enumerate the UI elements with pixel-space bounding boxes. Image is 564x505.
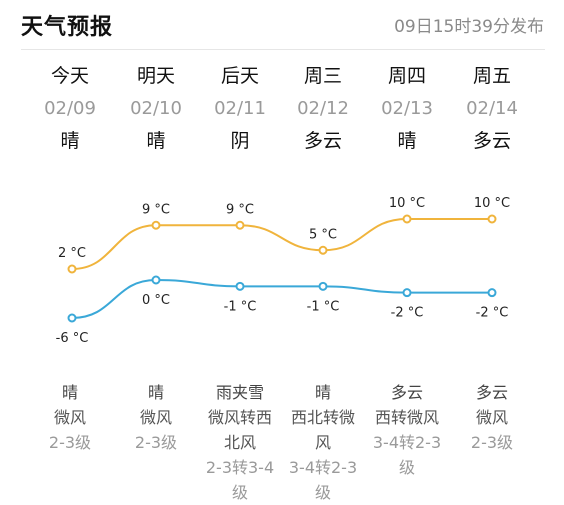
high-temp-point <box>402 214 412 224</box>
low-temp-point <box>402 288 412 298</box>
detail-wind-level: 3-4转2-3 <box>288 458 358 477</box>
forecast-detail: 多云 微风 2-3级 <box>448 380 536 455</box>
day-column[interactable]: 周五 02/14 多云 <box>448 62 536 155</box>
low-temp-line <box>71 278 492 319</box>
detail-wind: 西转微风 <box>374 408 439 427</box>
day-name: 周四 <box>387 65 426 87</box>
high-temp-point <box>151 220 161 230</box>
day-name: 周五 <box>472 65 511 87</box>
day-column[interactable]: 周四 02/13 晴 <box>363 62 451 155</box>
detail-condition: 晴 <box>314 383 331 402</box>
page-title: 天气预报 <box>21 15 114 40</box>
detail-wind-level: 2-3级 <box>48 433 92 452</box>
low-temp-label: -1 °C <box>307 299 340 314</box>
day-name: 今天 <box>50 65 89 87</box>
day-column[interactable]: 后天 02/11 阴 <box>196 62 284 155</box>
forecast-detail: 晴 微风 2-3级 <box>112 380 200 455</box>
high-temp-label: 9 °C <box>142 202 170 217</box>
detail-condition: 晴 <box>61 383 78 402</box>
day-date: 02/12 <box>297 98 349 119</box>
detail-wind: 微风转西 <box>207 408 272 427</box>
detail-condition: 雨夹雪 <box>215 383 264 402</box>
update-time: 09日15时39分发布 <box>394 17 544 37</box>
low-temp-label: -2 °C <box>476 306 509 321</box>
low-temp-point <box>318 281 328 291</box>
detail-wind-level: 级 <box>231 483 248 502</box>
detail-condition: 多云 <box>390 383 423 402</box>
day-condition: 阴 <box>230 130 250 152</box>
high-temp-line <box>71 218 492 270</box>
header: 天气预报 09日15时39分发布 <box>0 0 564 50</box>
detail-wind: 西北转微 <box>290 408 355 427</box>
high-temp-label: 10 °C <box>474 196 510 211</box>
forecast-detail: 晴 微风 2-3级 <box>26 380 114 455</box>
day-condition: 多云 <box>472 130 511 152</box>
detail-wind: 北风 <box>223 433 256 452</box>
day-name: 周三 <box>303 65 342 87</box>
day-column[interactable]: 周三 02/12 多云 <box>279 62 367 155</box>
high-temp-label: 9 °C <box>226 202 254 217</box>
detail-wind: 微风 <box>139 408 172 427</box>
day-date: 02/14 <box>466 98 518 119</box>
low-temp-point <box>67 313 77 323</box>
detail-wind-level: 2-3级 <box>470 433 514 452</box>
low-temp-point <box>235 281 245 291</box>
high-temp-label: 10 °C <box>389 196 425 211</box>
day-date: 02/13 <box>381 98 433 119</box>
forecast-detail: 晴 西北转微 风 3-4转2-3 级 <box>279 380 367 505</box>
day-column[interactable]: 明天 02/10 晴 <box>112 62 200 155</box>
detail-condition: 晴 <box>147 383 164 402</box>
forecast-detail: 雨夹雪 微风转西 北风 2-3转3-4 级 <box>196 380 284 505</box>
detail-condition: 多云 <box>475 383 508 402</box>
day-name: 明天 <box>136 65 175 87</box>
high-temp-label: 5 °C <box>309 227 337 242</box>
detail-wind-level: 2-3级 <box>134 433 178 452</box>
day-condition: 晴 <box>60 130 80 152</box>
high-temp-point <box>318 245 328 255</box>
low-temp-point <box>487 288 497 298</box>
detail-wind: 风 <box>314 433 331 452</box>
temperature-chart: 2 °C 9 °C 9 °C 5 °C 10 °C 10 °C -6 °C 0 °C -1 °C… <box>56 196 510 346</box>
day-condition: 晴 <box>397 130 417 152</box>
low-temp-label: -6 °C <box>56 331 89 346</box>
day-date: 02/11 <box>214 98 266 119</box>
detail-wind-level: 2-3转3-4 <box>205 458 275 477</box>
day-condition: 多云 <box>303 130 342 152</box>
detail-wind: 微风 <box>53 408 86 427</box>
low-temp-label: -2 °C <box>391 306 424 321</box>
high-temp-point <box>487 214 497 224</box>
low-temp-point <box>151 275 161 285</box>
forecast-detail: 多云 西转微风 3-4转2-3 级 <box>363 380 451 480</box>
day-name: 后天 <box>220 65 259 87</box>
high-temp-point <box>67 264 77 274</box>
header-divider <box>21 49 545 50</box>
detail-wind-level: 3-4转2-3 <box>372 433 442 452</box>
day-date: 02/09 <box>44 98 96 119</box>
day-condition: 晴 <box>146 130 166 152</box>
low-temp-label: -1 °C <box>224 299 257 314</box>
day-date: 02/10 <box>130 98 182 119</box>
high-temp-label: 2 °C <box>58 246 86 261</box>
detail-wind-level: 级 <box>398 458 415 477</box>
day-column[interactable]: 今天 02/09 晴 <box>26 62 114 155</box>
detail-wind: 微风 <box>475 408 508 427</box>
detail-wind-level: 级 <box>314 483 331 502</box>
low-temp-label: 0 °C <box>142 293 170 308</box>
high-temp-point <box>235 220 245 230</box>
